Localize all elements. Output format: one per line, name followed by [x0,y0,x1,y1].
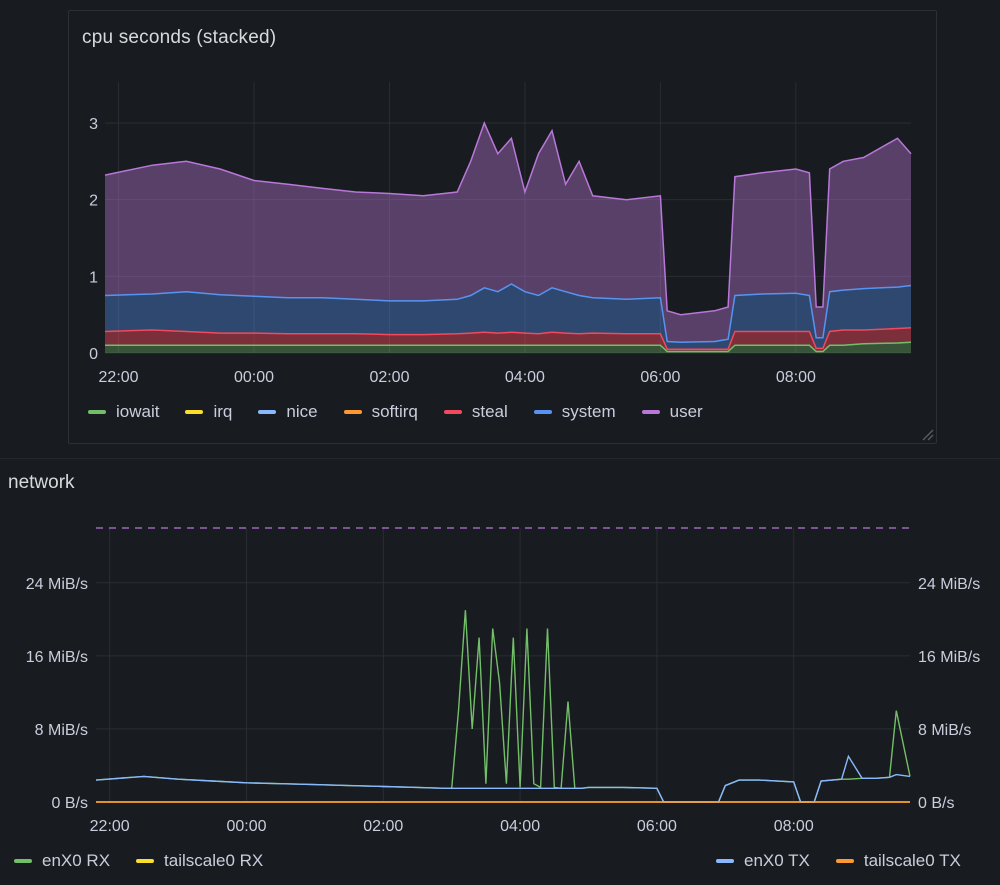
network-legend-right: enX0 TX tailscale0 TX [716,851,987,871]
net-x-tick: 02:00 [363,818,403,835]
panel-divider [0,458,1000,459]
legend-label: enX0 RX [42,851,111,870]
resize-handle-icon[interactable] [920,427,934,441]
legend-label: iowait [116,402,160,421]
net-y-tick-left: 16 MiB/s [26,649,88,666]
legend-item-enx0-tx[interactable]: enX0 TX [716,851,810,871]
legend-swatch [343,410,362,414]
legend-item-enx0-rx[interactable]: enX0 RX [14,851,110,871]
legend-swatch [14,859,32,863]
legend-item-user[interactable]: user [641,402,703,422]
cpu-line-iowait [105,341,912,353]
cpu-y-tick: 0 [89,346,98,363]
legend-swatch [641,410,660,414]
net-y-tick-left: 24 MiB/s [26,576,88,593]
legend-item-nice[interactable]: nice [258,402,318,422]
net-y-tick-left: 0 B/s [52,795,88,812]
cpu-x-tick: 02:00 [369,369,409,386]
net-y-tick-right: 8 MiB/s [918,722,971,739]
legend-swatch [835,859,854,863]
legend-item-tailscale0-tx[interactable]: tailscale0 TX [835,851,961,871]
legend-swatch [136,859,155,863]
legend-swatch [533,410,552,414]
legend-swatch [258,410,277,414]
legend-swatch [716,859,734,863]
cpu-y-tick: 1 [89,269,98,286]
net-y-tick-left: 8 MiB/s [35,722,88,739]
cpu-line-system [104,283,912,344]
network-panel-title: network [8,472,75,493]
legend-item-softirq[interactable]: softirq [343,402,418,422]
net-y-tick-right: 16 MiB/s [918,649,980,666]
net-line-enx0-tx [95,754,911,803]
cpu-legend: iowait irq nice softirq steal system user [88,402,729,422]
cpu-x-tick: 06:00 [640,369,680,386]
legend-item-steal[interactable]: steal [443,402,508,422]
legend-item-tailscale0-rx[interactable]: tailscale0 RX [136,851,263,871]
cpu-area-steal [105,327,911,352]
net-x-tick: 04:00 [500,818,540,835]
net-y-tick-right: 24 MiB/s [918,576,980,593]
network-legend-left: enX0 RX tailscale0 RX [14,851,289,871]
cpu-y-tick: 3 [89,116,98,133]
cpu-line-user [104,120,912,316]
legend-label: user [669,402,703,421]
legend-item-system[interactable]: system [533,402,616,422]
legend-swatch [185,410,204,414]
cpu-panel-title: cpu seconds (stacked) [82,27,277,48]
legend-item-iowait[interactable]: iowait [88,402,159,422]
cpu-area-iowait [105,342,911,353]
cpu-x-tick: 00:00 [234,369,274,386]
cpu-line-steal [104,326,912,350]
net-y-tick-right: 0 B/s [918,795,954,812]
legend-label: steal [471,402,508,421]
legend-label: enX0 TX [744,851,810,870]
cpu-area-user [105,123,911,343]
legend-label: nice [286,402,318,421]
legend-label: irq [213,402,233,421]
legend-swatch [443,410,462,414]
legend-label: tailscale0 TX [863,851,961,870]
cpu-area-system [105,284,911,350]
cpu-x-tick: 22:00 [99,369,139,386]
net-line-enx0-rx [95,610,911,803]
legend-label: system [561,402,616,421]
legend-label: tailscale0 RX [164,851,264,870]
cpu-y-tick: 2 [89,193,98,210]
net-x-tick: 08:00 [774,818,814,835]
net-x-tick: 00:00 [226,818,266,835]
net-x-tick: 22:00 [90,818,130,835]
legend-swatch [88,410,106,414]
legend-label: softirq [371,402,418,421]
cpu-x-tick: 04:00 [505,369,545,386]
net-x-tick: 06:00 [637,818,677,835]
cpu-x-tick: 08:00 [776,369,816,386]
legend-item-irq[interactable]: irq [185,402,232,422]
cpu-panel: cpu seconds (stacked) [68,10,937,444]
